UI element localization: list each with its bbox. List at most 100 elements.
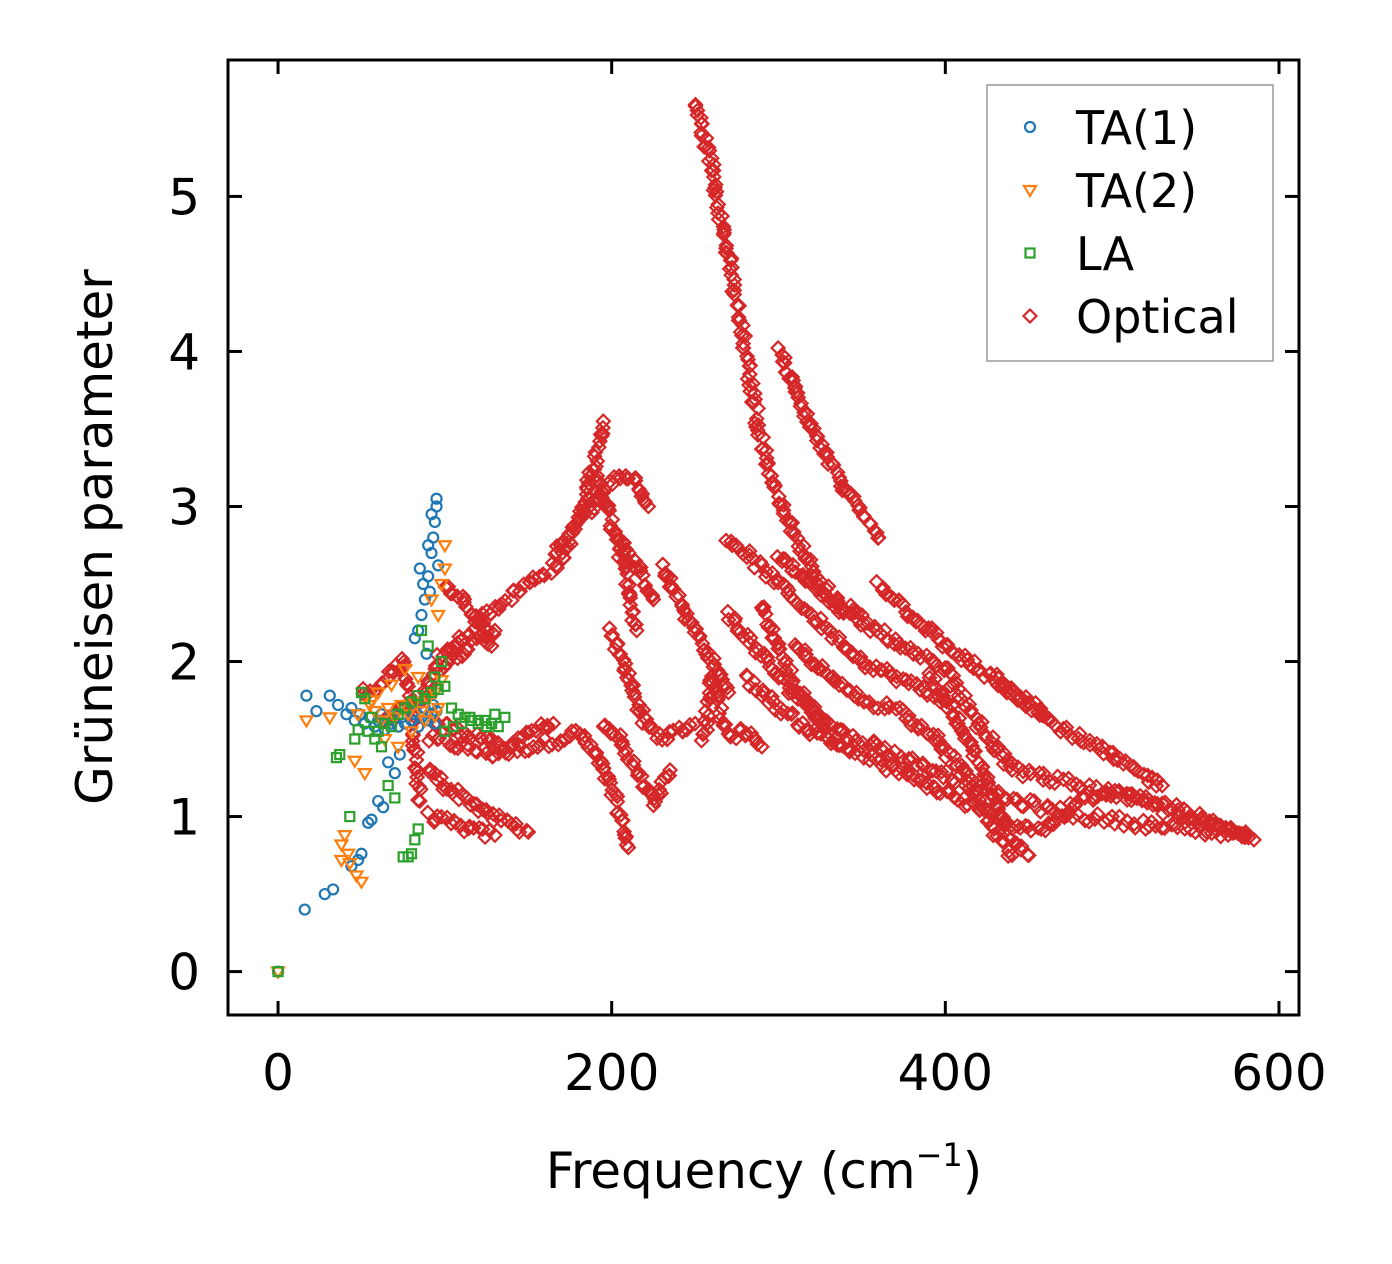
point-diamond [426,811,443,828]
point-diamond [872,625,889,642]
point-diamond [600,768,617,785]
point-diamond [715,218,732,235]
point-diamond [612,646,629,663]
point-diamond [968,784,985,801]
point-circle [420,647,433,660]
point-circle [332,698,345,712]
point-diamond [411,792,428,810]
point-diamond [592,475,610,492]
point-square [379,717,391,730]
point-diamond [712,666,729,683]
point-diamond [429,808,446,825]
point-diamond [959,796,976,814]
point-diamond [609,788,626,805]
point-triangle-down [346,755,363,769]
point-diamond [601,620,618,637]
point-triangle-down [413,706,430,720]
point-diamond [954,722,971,740]
point-diamond [705,162,722,179]
point-diamond [397,670,414,688]
legend-circle-icon [1023,120,1037,134]
point-diamond [812,610,829,627]
point-diamond [841,605,858,622]
point-diamond [1012,819,1029,837]
point-diamond [1089,805,1106,823]
point-diamond [970,715,987,732]
point-diamond [753,738,770,755]
legend-triangle-down-icon [1022,184,1038,199]
point-triangle-down [430,609,447,624]
point-diamond [563,723,580,740]
point-diamond [784,672,802,689]
x-tick-label: 600 [1231,1044,1326,1102]
point-diamond [708,684,726,701]
point-square [382,779,394,792]
point-diamond [478,801,495,818]
point-circle [413,562,426,575]
y-axis-label: Grüneisen parameter [66,269,124,805]
point-triangle-down [353,876,370,890]
point-diamond [1141,818,1158,835]
point-diamond [971,791,988,809]
point-diamond [622,596,639,613]
point-diamond [458,789,475,806]
point-square [489,708,501,720]
point-diamond [626,685,643,702]
point-diamond [776,349,793,366]
point-diamond [990,670,1007,687]
point-diamond [971,662,988,679]
point-diamond [1060,770,1077,787]
point-diamond [594,755,611,772]
point-diamond [1154,777,1171,794]
point-diamond [726,277,743,294]
point-circle [300,689,313,702]
point-circle [345,701,358,715]
point-diamond [797,646,815,663]
point-triangle-down [380,702,397,717]
legend: TA(1) TA(2) LA Optical [986,84,1274,362]
y-tick-label: 0 [168,944,200,1002]
point-diamond [483,730,500,747]
point-diamond [779,705,796,722]
point-circle [408,632,421,645]
point-diamond [757,568,774,585]
point-triangle-down [298,715,315,729]
point-diamond [1205,812,1222,829]
point-diamond [1005,790,1022,807]
point-diamond [625,753,642,770]
point-diamond [1208,817,1225,834]
point-circle [365,813,378,826]
point-triangle-down [423,594,440,608]
point-diamond [1191,805,1208,822]
point-triangle-down [426,710,443,724]
point-triangle-down [433,578,450,593]
point-diamond [741,543,758,560]
point-diamond [909,717,926,735]
point-diamond [961,696,978,713]
point-diamond [777,364,794,381]
point-diamond [1156,820,1173,837]
point-square [389,792,401,804]
point-diamond [439,655,456,672]
point-triangle-down [373,715,390,729]
point-diamond [691,627,708,645]
point-diamond [721,260,738,277]
y-tick-label: 1 [168,789,200,847]
point-diamond [914,755,931,772]
point-diamond [620,839,637,856]
point-diamond [875,579,892,596]
point-diamond [961,779,978,796]
point-square [429,671,441,683]
point-diamond [1013,838,1030,855]
point-diamond [1102,744,1119,761]
point-diamond [520,824,537,841]
y-tick-label: 4 [168,323,200,381]
point-diamond [628,622,645,639]
point-square [480,721,493,733]
point-diamond [479,729,496,746]
y-tick-label: 5 [168,168,200,226]
point-diamond [967,743,984,760]
point-diamond [501,738,519,755]
point-diamond [742,629,759,646]
x-axis-label: Frequency (cm−1) [546,1136,983,1200]
